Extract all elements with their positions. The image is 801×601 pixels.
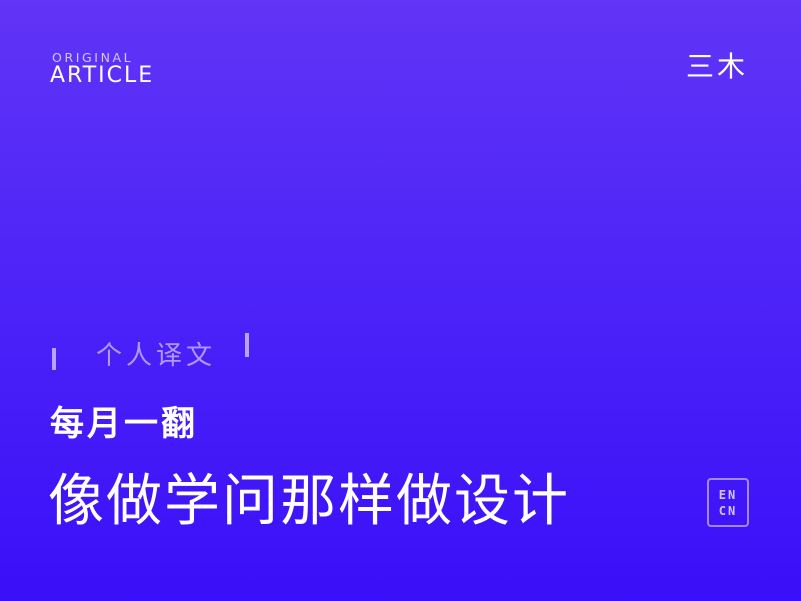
language-en-label: EN [718,487,738,502]
article-label: ARTICLE [50,63,155,88]
page-title: 像做学问那样做设计 [48,469,570,534]
original-label: ORIGINAL [52,50,134,65]
brand-logo: 三木 [686,50,749,83]
language-badge: EN CN [707,478,749,527]
tag-right-bar [245,333,249,357]
tag-label: 个人译文 [96,341,217,371]
tag-left-bar [52,348,56,370]
series-title: 每月一翻 [50,404,198,444]
language-cn-label: CN [718,503,738,518]
